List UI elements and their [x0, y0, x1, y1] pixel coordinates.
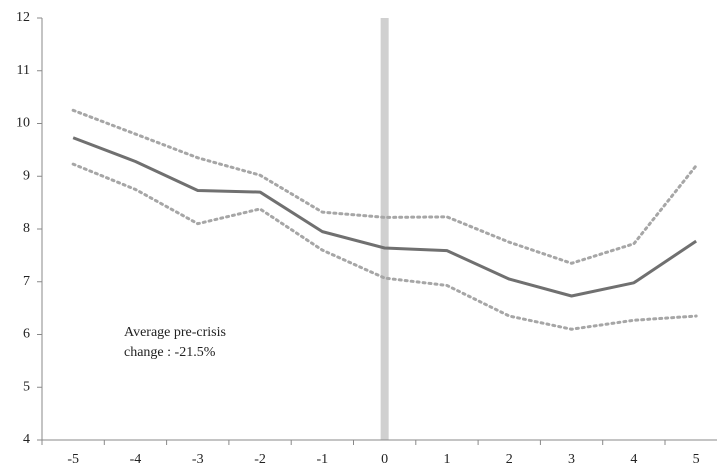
x-tick-label: 3: [568, 452, 575, 467]
annotation: change : -21.5%: [124, 345, 216, 360]
x-tick-label: -4: [130, 452, 142, 467]
x-tick-label: 0: [381, 452, 388, 467]
y-tick-label: 4: [23, 432, 30, 447]
y-tick-label: 7: [23, 274, 30, 289]
y-tick-label: 6: [23, 327, 30, 342]
y-tick-label: 8: [23, 221, 30, 236]
y-tick-label: 11: [17, 63, 30, 78]
highlight-band: [380, 18, 389, 440]
band-line: [71, 162, 698, 331]
x-tick-label: -3: [192, 452, 204, 467]
x-tick-label: -1: [317, 452, 329, 467]
y-tick-label: 10: [16, 116, 30, 131]
x-tick-label: -5: [67, 452, 79, 467]
x-tick-label: 5: [693, 452, 700, 467]
x-tick-label: 2: [506, 452, 513, 467]
annotation: Average pre-crisis: [124, 325, 226, 340]
y-tick-label: 12: [16, 10, 30, 25]
data-line: [72, 136, 697, 298]
y-tick-label: 9: [23, 168, 30, 183]
x-tick-label: 4: [630, 452, 637, 467]
x-tick-label: 1: [443, 452, 450, 467]
y-tick-label: 5: [23, 379, 30, 394]
x-tick-label: -2: [254, 452, 266, 467]
band-line: [71, 108, 698, 265]
